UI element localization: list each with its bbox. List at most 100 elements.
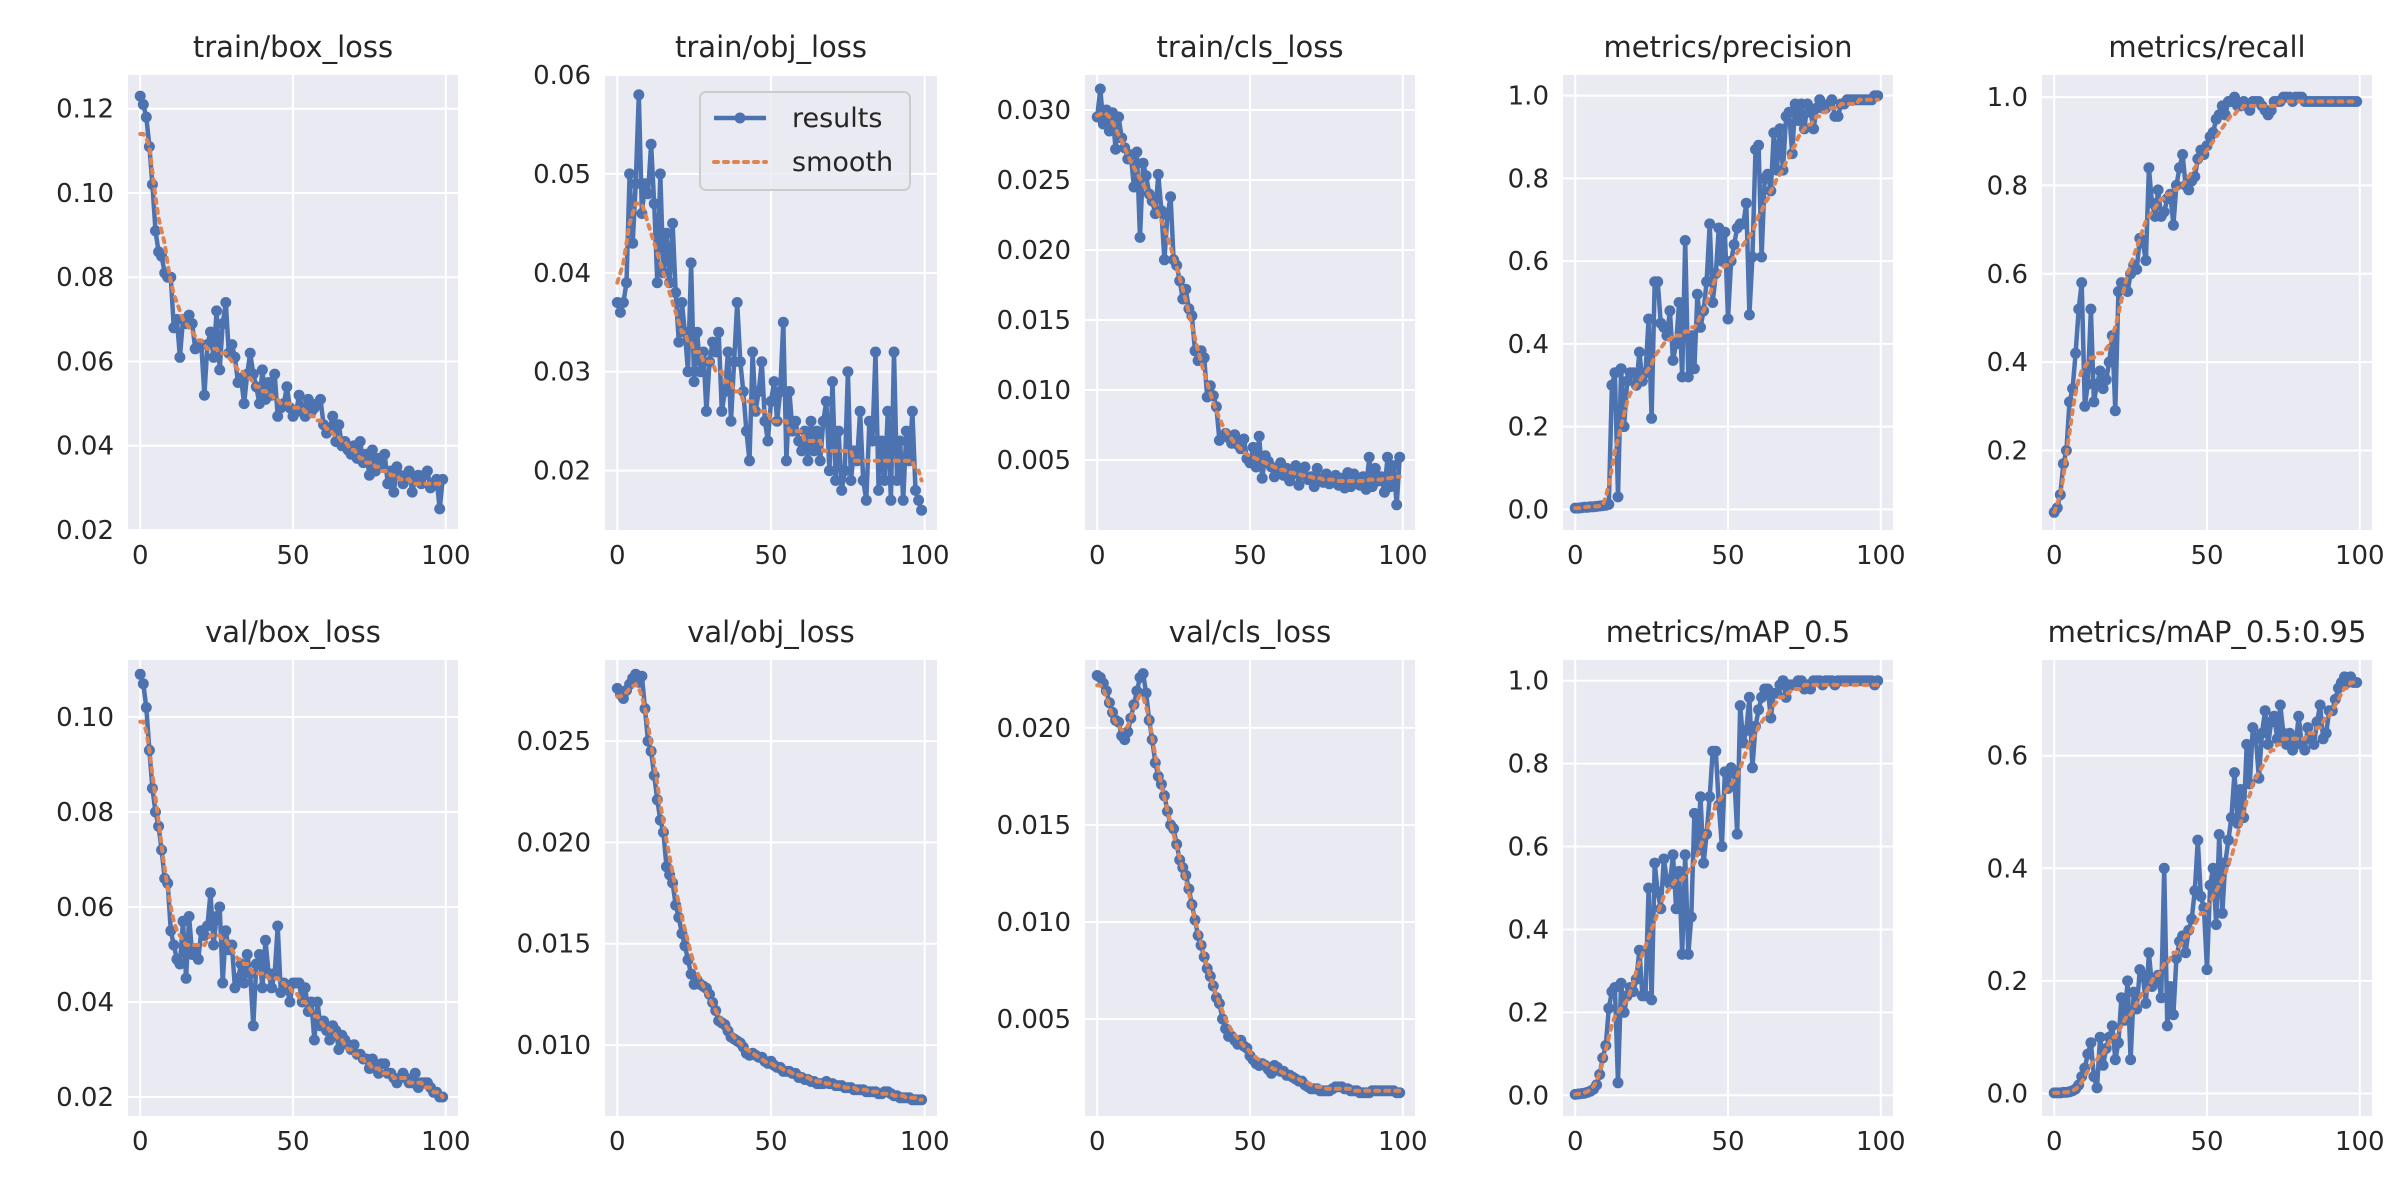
results-point <box>1198 352 1210 364</box>
results-point <box>870 346 881 358</box>
results-point <box>913 494 925 506</box>
results-point <box>1688 807 1700 819</box>
results-point <box>624 168 636 180</box>
results-point <box>642 188 654 200</box>
y-tick-label: 0.6 <box>1508 247 1549 277</box>
results-point <box>205 887 216 899</box>
results-point <box>253 949 265 960</box>
results-point <box>1783 106 1795 118</box>
x-tick-label: 100 <box>1378 1127 1428 1157</box>
results-point <box>2076 277 2088 289</box>
results-point <box>1385 481 1397 493</box>
y-tick-label: 0.6 <box>1987 742 2028 772</box>
results-point <box>1122 726 1134 738</box>
results-point <box>839 465 851 477</box>
results-point <box>1667 354 1679 366</box>
results-point <box>208 351 220 363</box>
results-point <box>156 250 168 262</box>
results-point <box>1737 737 1749 749</box>
y-tick-label: 0.03 <box>533 358 591 388</box>
results-point <box>2314 699 2326 711</box>
smooth-line <box>138 132 445 486</box>
results-point <box>333 419 345 431</box>
y-tick-label: 0.12 <box>56 95 114 125</box>
results-point <box>2320 727 2332 739</box>
results-point <box>885 494 897 506</box>
results-point <box>2097 383 2109 395</box>
results-point <box>1137 157 1149 169</box>
results-point <box>854 405 866 417</box>
results-point <box>1633 346 1645 358</box>
results-point <box>211 911 223 922</box>
results-point <box>1394 451 1406 463</box>
x-tick-label: 0 <box>1089 541 1106 571</box>
results-point <box>284 996 296 1008</box>
x-tick-label: 0 <box>609 1127 626 1157</box>
y-tick-label: 0.6 <box>1987 260 2028 290</box>
results-point <box>2195 890 2207 902</box>
results-point <box>2229 91 2240 103</box>
smooth-line <box>2052 99 2359 515</box>
results-point <box>2128 986 2140 998</box>
results-point <box>2112 1037 2124 1049</box>
results-point <box>762 435 774 447</box>
results-point <box>1740 197 1752 209</box>
results-point <box>796 445 808 457</box>
results-point <box>777 316 789 328</box>
results-point <box>208 939 220 951</box>
subplot-title: train/cls_loss <box>1157 30 1344 64</box>
results-point <box>2293 710 2305 722</box>
x-tick-label: 0 <box>2046 541 2063 571</box>
results-point <box>648 198 660 210</box>
results-point <box>830 475 842 486</box>
results-point <box>1872 90 1884 102</box>
results-point <box>198 930 210 941</box>
results-point <box>2155 992 2167 1004</box>
results-point <box>857 475 869 486</box>
results-point <box>845 475 857 486</box>
results-point <box>670 287 682 299</box>
results-point <box>688 376 700 388</box>
results-point <box>2167 1009 2179 1021</box>
results-point <box>1615 977 1627 989</box>
results-point <box>2131 263 2143 275</box>
results-point <box>1685 911 1697 923</box>
x-tick-label: 50 <box>2190 1127 2223 1157</box>
results-point <box>1603 1002 1615 1014</box>
y-tick-label: 0.4 <box>1508 915 1549 945</box>
results-point <box>1698 857 1710 869</box>
results-point <box>1731 828 1743 840</box>
results-point <box>2097 1059 2109 1071</box>
results-point <box>217 977 229 989</box>
subplot-4: 0 50 100 0.0 0.2 0.4 0.6 0.8 1.0 metrics/precisio… <box>1508 30 1906 571</box>
y-tick-label: 0.015 <box>997 306 1071 336</box>
y-tick-label: 0.8 <box>1508 750 1549 780</box>
results-markers <box>2048 671 2363 1099</box>
results-point <box>679 940 691 952</box>
results-point <box>1737 218 1749 230</box>
results-point <box>1103 125 1115 137</box>
results-point <box>1621 375 1633 387</box>
results-point <box>238 977 250 989</box>
results-point <box>2079 400 2091 412</box>
results-point <box>894 435 906 447</box>
results-point <box>1664 305 1676 317</box>
results-point <box>823 465 835 477</box>
results-point <box>379 448 391 460</box>
results-point <box>1094 83 1106 95</box>
subplot-title: train/obj_loss <box>675 30 867 64</box>
results-point <box>1743 691 1755 703</box>
results-point <box>633 89 645 101</box>
results-point <box>827 376 838 388</box>
results-point <box>266 982 278 994</box>
y-tick-label: 0.10 <box>56 703 114 733</box>
results-point <box>2082 1048 2094 1060</box>
results-point <box>765 395 777 407</box>
results-point <box>2177 149 2189 160</box>
results-point <box>2106 1020 2118 1032</box>
results-point <box>2256 727 2268 739</box>
results-point <box>1658 853 1670 865</box>
results-point <box>722 346 734 358</box>
results-point <box>1152 168 1164 180</box>
results-point <box>366 1053 378 1065</box>
